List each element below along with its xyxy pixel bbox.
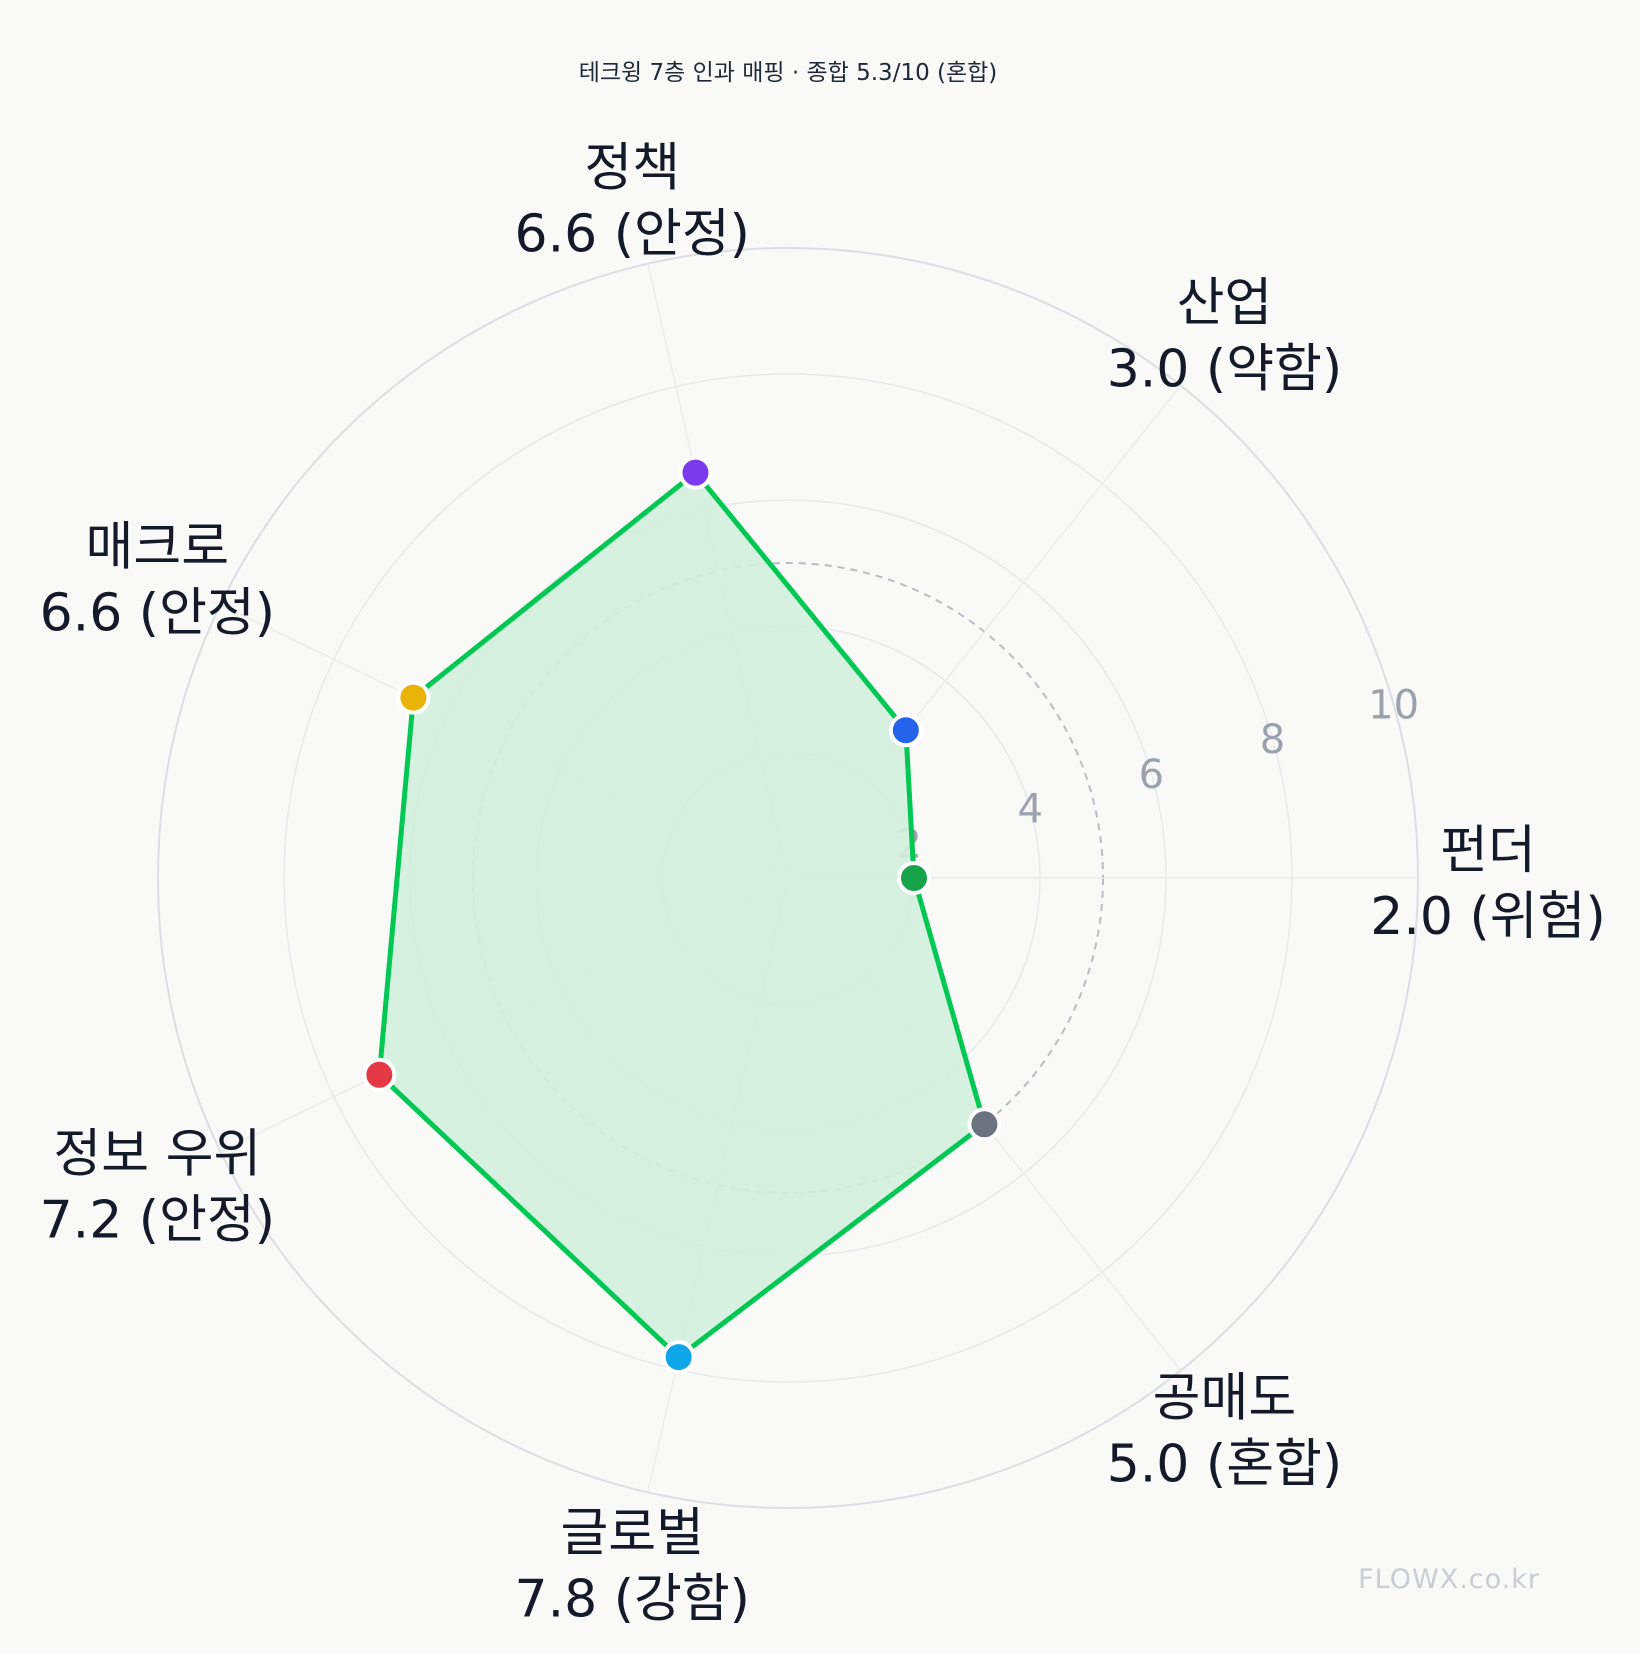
axis-name-2: 산업 [1177,274,1273,334]
watermark: FLOWX.co.kr [1358,1564,1540,1595]
axis-value-3: 6.6 (안정) [514,205,749,265]
data-point-5 [362,1057,397,1092]
radar-series [362,455,1002,1375]
ring-label-8: 8 [1260,717,1285,763]
axis-name-6: 글로벌 [560,1503,704,1563]
ring-labels: 246810 [896,682,1419,867]
axis-value-4: 6.6 (안정) [40,583,275,643]
data-point-4 [396,680,431,715]
axis-value-6: 7.8 (강함) [514,1569,749,1629]
data-point-7 [967,1107,1002,1142]
axis-value-5: 7.2 (안정) [40,1191,275,1251]
data-point-2 [888,713,923,748]
data-point-6 [661,1340,696,1375]
axis-value-2: 3.0 (약함) [1107,340,1342,400]
axis-name-3: 정책 [584,139,680,199]
axis-name-5: 정보 우위 [53,1125,261,1185]
ring-label-4: 4 [1018,787,1043,833]
series-polygon [376,470,987,1360]
ring-label-6: 6 [1139,752,1164,798]
axis-value-7: 5.0 (혼합) [1107,1434,1342,1494]
axis-value-1: 2.0 (위험) [1370,887,1605,947]
data-point-3 [678,455,713,490]
axis-name-4: 매크로 [86,517,230,577]
chart-title: 테크윙 7층 인과 매핑 · 종합 5.3/10 (혼합) [579,60,998,86]
ring-label-10: 10 [1368,682,1419,728]
data-point-1 [897,861,931,895]
axis-name-7: 공매도 [1153,1368,1297,1428]
axis-name-1: 펀더 [1440,821,1536,881]
